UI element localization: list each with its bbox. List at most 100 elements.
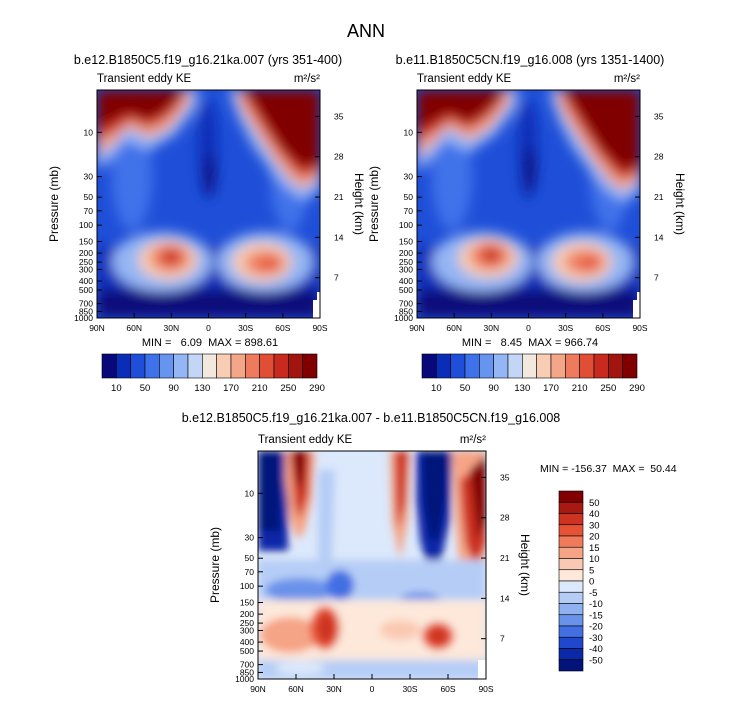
pressure-tick-label: 200 — [79, 248, 93, 258]
colorbar-swatch — [558, 636, 584, 649]
lat-tick-label: 30S — [238, 323, 253, 333]
pressure-tick-label: 150 — [240, 598, 254, 608]
colorbar-label: 10 — [111, 383, 122, 394]
colorbar-label: 90 — [168, 383, 179, 394]
lat-tick-label: 0 — [526, 323, 531, 333]
lat-tick-label: 60S — [440, 684, 455, 694]
colorbar-swatch — [558, 535, 584, 548]
colorbar-label: 20 — [589, 532, 600, 543]
panel-diff-ylabel-right: Height (km) — [518, 534, 532, 596]
height-tick-label: 21 — [500, 553, 510, 563]
lat-tick-label: 90S — [632, 323, 647, 333]
colorbar-swatch — [558, 558, 584, 571]
colorbar-swatch — [101, 353, 117, 379]
lat-tick-label: 0 — [370, 684, 375, 694]
colorbar-swatch — [550, 353, 566, 379]
panel-diff-field — [258, 451, 486, 679]
colorbar-swatch — [536, 353, 552, 379]
panel-right-title: b.e11.B1850C5CN.f19_g16.008 (yrs 1351-14… — [396, 53, 665, 67]
colorbar-label: 170 — [543, 383, 559, 394]
panel-diff-title: b.e12.B1850C5.f19_g16.21ka.007 - b.e11.B… — [182, 411, 561, 425]
colorbar-label: -40 — [589, 644, 603, 655]
colorbar-label: 130 — [194, 383, 210, 394]
height-tick-label: 35 — [654, 111, 664, 121]
pressure-tick-label: 150 — [79, 237, 93, 247]
pressure-tick-label: 400 — [79, 276, 93, 286]
colorbar-swatch — [558, 648, 584, 661]
colorbar-swatch — [436, 353, 451, 379]
figure-title: ANN — [347, 21, 385, 41]
lat-tick-label: 30S — [558, 323, 573, 333]
colorbar-label: 50 — [460, 383, 471, 394]
panel-diff: b.e12.B1850C5.f19_g16.21ka.007 - b.e11.B… — [182, 411, 677, 694]
pressure-tick-label: 10 — [84, 127, 94, 137]
colorbar-swatch — [593, 353, 609, 379]
pressure-tick-label: 700 — [79, 299, 93, 309]
colorbar-swatch — [558, 625, 584, 638]
colorbar-swatch — [273, 353, 289, 379]
lat-tick-label: 30N — [484, 323, 500, 333]
pressure-tick-label: 1000 — [394, 313, 413, 323]
height-tick-label: 28 — [334, 152, 344, 162]
panel-diff-units: m²/s² — [460, 434, 486, 446]
colorbar-swatch — [558, 490, 584, 503]
colorbar-label: 250 — [600, 383, 616, 394]
colorbar-swatch — [493, 353, 509, 379]
colorbar-swatch — [450, 353, 466, 379]
panel-right-units: m²/s² — [614, 73, 640, 85]
colorbar-swatch — [579, 353, 595, 379]
colorbar-swatch — [259, 353, 275, 379]
pressure-tick-label: 850 — [240, 667, 254, 677]
panel-left-lat-axis: 90N 60N 30N 0 30S 60S 90S — [89, 313, 328, 333]
panel-diff-lat-axis: 90N 60N 30N 0 30S 60S 90S — [250, 674, 494, 694]
colorbar-swatch — [608, 353, 623, 379]
panel-right-minmax: MIN = 8.45 MAX = 966.74 — [462, 337, 598, 349]
height-tick-label: 21 — [654, 192, 664, 202]
colorbar-swatch — [558, 546, 584, 559]
pressure-tick-label: 50 — [404, 192, 414, 202]
height-tick-label: 7 — [654, 273, 659, 283]
pressure-tick-label: 70 — [245, 567, 255, 577]
panel-left-height-axis: 35 28 21 14 7 — [315, 111, 344, 283]
colorbar-swatch — [245, 353, 260, 379]
lat-tick-label: 30N — [164, 323, 180, 333]
panel-right-height-axis: 35 28 21 14 7 — [635, 111, 664, 283]
lat-tick-label: 60N — [126, 323, 142, 333]
pressure-tick-label: 250 — [240, 618, 254, 628]
panel-diff-subtitle: Transient eddy KE — [258, 434, 353, 446]
height-tick-label: 14 — [654, 232, 664, 242]
colorbar-swatch — [464, 353, 480, 379]
colorbar-label: 250 — [280, 383, 296, 394]
colorbar-swatch — [507, 353, 523, 379]
colorbar-label: 50 — [589, 498, 600, 509]
colorbar-right: 10 50 90 130 170 210 250 290 — [421, 353, 645, 394]
lat-tick-label: 60N — [446, 323, 462, 333]
pressure-tick-label: 70 — [404, 206, 414, 216]
colorbar-swatch — [173, 353, 189, 379]
colorbar-swatch — [558, 603, 584, 616]
colorbar-label: 5 — [589, 565, 594, 576]
colorbar-swatch — [116, 353, 131, 379]
colorbar-label: 170 — [223, 383, 239, 394]
panel-right-subtitle: Transient eddy KE — [417, 73, 512, 85]
colorbar-label: 290 — [309, 383, 325, 394]
height-tick-label: 7 — [334, 273, 339, 283]
panel-right-lat-axis: 90N 60N 30N 0 30S 60S 90S — [409, 313, 648, 333]
panel-right: b.e11.B1850C5CN.f19_g16.008 (yrs 1351-14… — [367, 53, 687, 394]
pressure-tick-label: 1000 — [235, 674, 254, 684]
pressure-tick-label: 30 — [84, 172, 94, 182]
colorbar-label: -15 — [589, 610, 603, 621]
pressure-tick-label: 500 — [79, 285, 93, 295]
pressure-tick-label: 700 — [399, 299, 413, 309]
lat-tick-label: 90N — [250, 684, 266, 694]
colorbar-swatch — [558, 591, 584, 604]
lat-tick-label: 60S — [595, 323, 610, 333]
lat-tick-label: 90S — [312, 323, 327, 333]
colorbar-label: 0 — [589, 577, 594, 588]
colorbar-swatch — [216, 353, 232, 379]
pressure-tick-label: 400 — [399, 276, 413, 286]
